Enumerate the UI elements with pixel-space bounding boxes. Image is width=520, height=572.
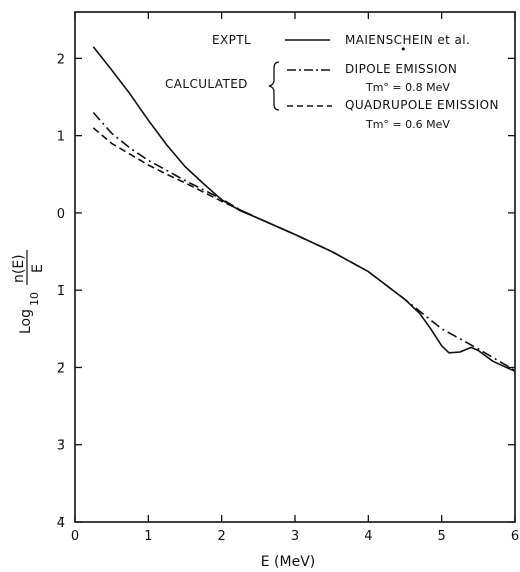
series-dashdot-line xyxy=(92,111,516,372)
y-tick-label: 2 xyxy=(57,52,65,67)
axes: 0 1 2 3 4 5 6 2 1 0 1̄ 2̄ 3̄ 4̄ xyxy=(57,11,519,544)
y-axis-label: Log 10 n(E) E xyxy=(11,250,46,334)
legend-dipole-label: DIPOLE EMISSION xyxy=(345,62,457,76)
x-tick-label: 2 xyxy=(218,529,226,544)
legend: EXPTL MAIENSCHEIN et al. • CALCULATED DI… xyxy=(165,33,499,131)
curves xyxy=(92,46,516,373)
legend-quad-param: Tm° = 0.6 MeV xyxy=(365,118,450,131)
legend-calculated-label: CALCULATED xyxy=(165,77,248,91)
legend-brace xyxy=(268,61,280,111)
y-tick-label: 0 xyxy=(57,207,65,222)
series-dashed-line xyxy=(92,127,296,236)
legend-dipole-param: Tm° = 0.8 MeV xyxy=(365,81,450,94)
legend-exptl-series: MAIENSCHEIN et al. xyxy=(345,33,470,47)
y-tick-label: 2̄ xyxy=(57,361,65,376)
y-tick-label: 3̄ xyxy=(57,439,65,454)
series-solid-line xyxy=(92,46,516,373)
y-axis-label-num: n(E) xyxy=(11,254,27,283)
legend-quad-label: QUADRUPOLE EMISSION xyxy=(345,98,499,112)
x-tick-label: 1 xyxy=(144,529,152,544)
x-tick-label: 3 xyxy=(291,529,299,544)
x-tick-label: 4 xyxy=(364,529,372,544)
y-axis-label-prefix: Log xyxy=(18,309,34,334)
x-tick-label: 0 xyxy=(71,529,79,544)
y-tick-label: 1 xyxy=(57,130,65,145)
x-tick-label: 6 xyxy=(511,529,519,544)
legend-dot-mark: • xyxy=(400,43,407,56)
y-tick-label: 1̄ xyxy=(57,284,65,299)
x-tick-label: 5 xyxy=(438,529,446,544)
x-axis-label: E (MeV) xyxy=(261,554,316,570)
y-axis-label-den: E xyxy=(30,264,46,273)
y-tick-label: 4̄ xyxy=(57,516,65,531)
y-axis-label-sub: 10 xyxy=(28,292,41,306)
legend-exptl-label: EXPTL xyxy=(212,33,251,47)
